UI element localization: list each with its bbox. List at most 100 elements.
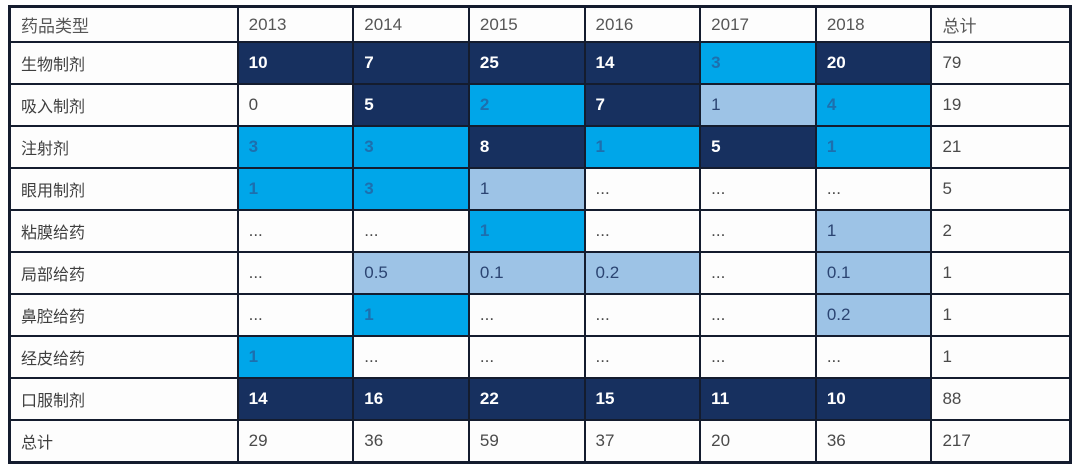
table-cell: 1	[236, 335, 355, 379]
table-cell: 14	[236, 377, 355, 421]
row-total-cell: 1	[930, 293, 1072, 337]
table-row: 总计 29 36 59 37 20 36 217	[8, 419, 1072, 464]
column-header-5: 2017	[699, 5, 817, 43]
table-row: 粘膜给药...... 1...... 1 2	[8, 209, 1072, 253]
table-cell: ...	[814, 335, 933, 379]
table-cell: ...	[583, 293, 702, 337]
table-cell: 3	[699, 41, 817, 85]
row-total-cell: 1	[930, 251, 1072, 295]
row-label: 总计	[8, 419, 239, 464]
table-cell: 1	[814, 125, 933, 169]
table-row: 经皮给药 1............... 1	[8, 335, 1072, 379]
table-cell: 36	[814, 419, 933, 464]
table-header: 药品类型 2013 2014 2015 2016 2017 2018 总计	[8, 5, 1072, 43]
table-cell: ...	[699, 293, 817, 337]
table-cell: 14	[583, 41, 702, 85]
row-total-cell: 1	[930, 335, 1072, 379]
drug-type-by-year-table: 药品类型 2013 2014 2015 2016 2017 2018 总计 生物制剂 10 7 25…	[8, 5, 1072, 464]
row-label: 鼻腔给药	[8, 293, 239, 337]
row-total-cell: 5	[930, 167, 1072, 211]
row-label: 眼用制剂	[8, 167, 239, 211]
row-total-cell: 19	[930, 83, 1072, 127]
row-label: 生物制剂	[8, 41, 239, 85]
table-body: 生物制剂 10 7 25 14 3 20 79 吸入制剂 0 5 2 7 1 4 19 注射剂 3 3 8 1 5 1 21 眼…	[8, 41, 1072, 464]
table-cell: ...	[699, 167, 817, 211]
table-cell: 7	[583, 83, 702, 127]
table-cell: 59	[467, 419, 586, 464]
table-cell: 25	[467, 41, 586, 85]
table-cell: 37	[583, 419, 702, 464]
table-cell: 4	[814, 83, 933, 127]
table-cell: 29	[236, 419, 355, 464]
table-cell: ...	[583, 167, 702, 211]
table-cell: ...	[467, 293, 586, 337]
table-cell: 1	[699, 83, 817, 127]
table-cell: 36	[352, 419, 470, 464]
table-cell: ...	[467, 335, 586, 379]
table-cell: 3	[352, 125, 470, 169]
table-cell: ...	[583, 209, 702, 253]
table-cell: ...	[236, 251, 355, 295]
table-row: 注射剂 3 3 8 1 5 1 21	[8, 125, 1072, 169]
table-row: 眼用制剂 1 3 1......... 5	[8, 167, 1072, 211]
row-total-cell: 2	[930, 209, 1072, 253]
table-cell: ...	[699, 335, 817, 379]
table-cell: 0	[236, 83, 355, 127]
row-label: 注射剂	[8, 125, 239, 169]
table-cell: ...	[352, 209, 470, 253]
table-cell: 16	[352, 377, 470, 421]
table-cell: 0.1	[467, 251, 586, 295]
table-row: 吸入制剂 0 5 2 7 1 4 19	[8, 83, 1072, 127]
table-cell: 3	[352, 167, 470, 211]
table-cell: 20	[699, 419, 817, 464]
row-total-cell: 21	[930, 125, 1072, 169]
table-cell: ...	[236, 293, 355, 337]
column-header-4: 2016	[583, 5, 702, 43]
table-cell: 0.1	[814, 251, 933, 295]
table-cell: ...	[699, 251, 817, 295]
column-header-3: 2015	[467, 5, 586, 43]
row-total-cell: 217	[930, 419, 1072, 464]
column-header-7: 总计	[930, 5, 1072, 43]
table-cell: 1	[352, 293, 470, 337]
table-cell: 1	[236, 167, 355, 211]
table-cell: 0.5	[352, 251, 470, 295]
row-total-cell: 79	[930, 41, 1072, 85]
column-header-2: 2014	[352, 5, 470, 43]
row-label: 经皮给药	[8, 335, 239, 379]
table-cell: ...	[236, 209, 355, 253]
row-total-cell: 88	[930, 377, 1072, 421]
table-cell: 7	[352, 41, 470, 85]
column-header-1: 2013	[236, 5, 355, 43]
table-cell: 10	[236, 41, 355, 85]
table-cell: 2	[467, 83, 586, 127]
table-cell: 11	[699, 377, 817, 421]
table-cell: ...	[814, 167, 933, 211]
column-header-6: 2018	[814, 5, 933, 43]
table-cell: 1	[814, 209, 933, 253]
table-cell: ...	[583, 335, 702, 379]
table-cell: 20	[814, 41, 933, 85]
table-cell: 10	[814, 377, 933, 421]
table-cell: 1	[583, 125, 702, 169]
table-cell: 3	[236, 125, 355, 169]
table-row: 局部给药... 0.5 0.1 0.2... 0.1 1	[8, 251, 1072, 295]
table-cell: ...	[352, 335, 470, 379]
table-cell: 8	[467, 125, 586, 169]
row-label: 口服制剂	[8, 377, 239, 421]
table-cell: 5	[352, 83, 470, 127]
header-row: 药品类型 2013 2014 2015 2016 2017 2018 总计	[8, 5, 1072, 43]
table-row: 生物制剂 10 7 25 14 3 20 79	[8, 41, 1072, 85]
row-label: 局部给药	[8, 251, 239, 295]
row-label: 粘膜给药	[8, 209, 239, 253]
table-cell: 22	[467, 377, 586, 421]
table-row: 口服制剂 14 16 22 15 11 10 88	[8, 377, 1072, 421]
table-cell: 1	[467, 209, 586, 253]
table-row: 鼻腔给药... 1......... 0.2 1	[8, 293, 1072, 337]
table-cell: 5	[699, 125, 817, 169]
column-header-0: 药品类型	[8, 5, 239, 43]
table-cell: 0.2	[583, 251, 702, 295]
table-cell: 0.2	[814, 293, 933, 337]
row-label: 吸入制剂	[8, 83, 239, 127]
